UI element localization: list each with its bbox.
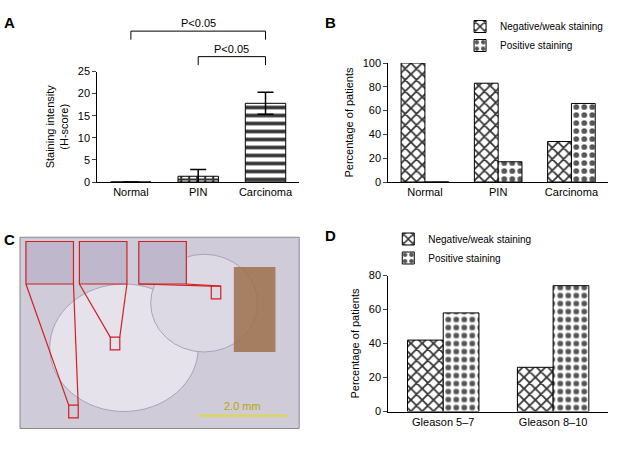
svg-text:20: 20 [369,152,381,164]
svg-text:2.0 mm: 2.0 mm [224,400,261,412]
svg-text:20: 20 [369,371,381,383]
svg-text:Percentage of patients: Percentage of patients [343,67,355,178]
svg-text:Negative/weak staining: Negative/weak staining [500,21,603,32]
svg-text:100: 100 [363,57,381,69]
svg-text:A: A [4,14,15,31]
svg-text:Staining intensity(H-score): Staining intensity(H-score) [44,85,70,169]
svg-text:Negative/weak staining: Negative/weak staining [428,234,531,245]
svg-text:60: 60 [369,303,381,315]
svg-text:60: 60 [369,104,381,116]
svg-text:Positive staining: Positive staining [428,253,500,264]
svg-text:Normal: Normal [113,186,148,198]
svg-text:0: 0 [375,176,381,188]
svg-text:PIN: PIN [489,186,507,198]
svg-text:Gleason 5–7: Gleason 5–7 [412,416,474,428]
svg-text:P<0.05: P<0.05 [214,43,249,55]
svg-text:Percentage of patients: Percentage of patients [349,288,361,399]
svg-text:10: 10 [78,132,90,144]
svg-text:20: 20 [78,87,90,99]
svg-text:80: 80 [369,81,381,93]
svg-text:0: 0 [375,405,381,417]
svg-text:40: 40 [369,128,381,140]
svg-text:C: C [4,231,15,248]
svg-text:P<0.05: P<0.05 [181,17,216,29]
svg-text:Gleason 8–10: Gleason 8–10 [519,416,588,428]
svg-text:80: 80 [369,269,381,281]
svg-text:5: 5 [84,154,90,166]
svg-text:Positive staining: Positive staining [500,40,572,51]
svg-text:40: 40 [369,337,381,349]
svg-text:15: 15 [78,110,90,122]
svg-text:Carcinoma: Carcinoma [545,186,599,198]
svg-text:Normal: Normal [407,186,442,198]
svg-text:D: D [325,227,336,244]
svg-text:B: B [325,14,336,31]
svg-text:Carcinoma: Carcinoma [239,186,293,198]
svg-text:PIN: PIN [189,186,207,198]
svg-text:25: 25 [78,65,90,77]
svg-text:0: 0 [84,176,90,188]
